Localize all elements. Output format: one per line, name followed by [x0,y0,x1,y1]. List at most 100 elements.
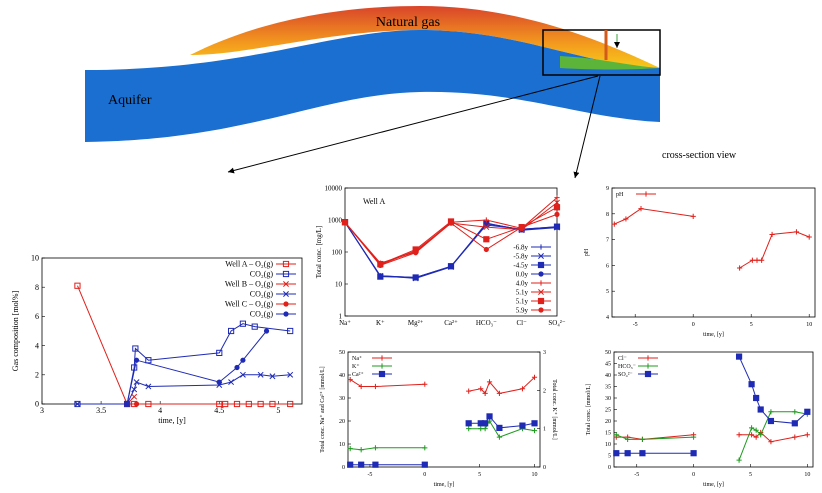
marker [519,422,526,429]
legend-marker [538,280,544,286]
marker [347,461,354,468]
series-line [77,323,291,405]
marker [613,450,620,457]
marker [216,349,223,356]
marker [482,390,488,396]
marker [287,400,294,408]
legend-marker [282,270,290,278]
marker [638,206,644,212]
x-axis-label: time, [y] [434,482,455,488]
x-tick-label: Mg²⁺ [408,319,424,327]
series-line [126,330,267,405]
marker [554,195,560,201]
marker [245,400,252,408]
y-tick-label: 10000 [325,184,343,192]
marker [124,401,130,407]
marker [269,373,276,380]
legend-label: Well A – O₂(g) [225,260,273,269]
y-tick-label: 8 [35,283,39,292]
legend-marker [283,311,289,317]
marker [496,424,503,431]
marker [74,401,81,407]
marker [690,213,696,219]
marker [240,357,246,363]
y-tick-label: 10 [31,254,39,263]
chart: -5 0 5 10 4 5 6 7 8 9 time, [y] pH pH [584,186,816,338]
y-tick-label: 40 [605,373,611,379]
legend-label: 5.9y [516,306,529,314]
x-tick-label: Na⁺ [339,319,351,327]
marker [806,234,812,240]
legend-marker [644,370,652,378]
y2-tick-label: 3 [543,350,546,356]
marker [228,379,235,386]
marker [131,386,138,393]
marker [377,262,383,269]
x-tick-label: HCO₃⁻ [476,319,497,327]
y-tick-label: 30 [605,396,611,402]
legend-marker [538,244,544,250]
marker [466,426,472,432]
chart: -5 0 5 10 0 5 10 15 20 25 30 35 40 45 50 time, [y] Total… [586,350,814,488]
x-tick-label: 3 [40,406,44,415]
marker [554,224,560,230]
legend-label: CO₂(g) [250,270,274,279]
marker [478,426,484,432]
marker [422,381,428,387]
y2-axis-label: Total conc. K⁺ [mmol/L] [551,379,558,439]
marker [519,386,526,392]
marker [133,357,140,363]
marker [613,432,619,438]
marker [748,425,755,431]
chart: 3 3.5 4 4.5 5 0 2 4 6 8 10 time, [y] Gas composition… [11,254,303,425]
marker [736,432,742,438]
marker [465,420,472,427]
marker [448,263,454,270]
marker [639,436,646,442]
marker [482,426,488,432]
legend-label: pH [616,192,624,198]
x-axis-label: time, [y] [703,332,724,338]
x-tick-label: 4 [158,406,162,415]
y-tick-label: 0 [35,400,39,409]
y-tick-label: 50 [339,350,345,356]
marker [287,371,294,378]
series-line [614,208,810,269]
marker [251,323,258,330]
arrow [227,75,599,174]
marker [531,374,538,380]
x-tick-label: 10 [532,472,538,478]
x-tick-label: 0 [692,472,695,478]
legend-marker [538,307,544,313]
x-tick-label: Cl⁻ [517,319,528,327]
marker [216,379,222,385]
marker [413,274,419,281]
marker [227,327,235,335]
legend-label: HCO₃⁻ [618,364,636,370]
y-tick-label: 35 [605,385,611,391]
legend-marker [379,363,385,369]
y-tick-label: 20 [339,419,345,425]
x-tick-label: 10 [804,472,810,478]
y-tick-label: 5 [608,454,611,460]
marker [422,445,428,451]
y-axis-label: Total conc. [mmol/L] [586,384,592,435]
plot-frame [613,351,814,468]
y2-tick-label: 1 [543,427,546,433]
y-tick-label: 25 [605,408,611,414]
y-axis-label: pH [584,248,590,256]
marker [748,432,755,438]
x-tick-label: 0 [423,472,426,478]
y-tick-label: 40 [339,373,345,379]
x-axis-label: time, [y] [703,482,724,488]
x-tick-label: 5 [749,472,752,478]
y2-tick-label: 2 [543,388,546,394]
legend-marker [645,355,651,361]
legend-marker [538,253,544,259]
y-tick-label: 10 [339,442,345,448]
legend-label: Well C – O₂(g) [225,300,273,309]
marker [145,357,152,364]
marker [133,401,140,407]
y-axis-label: Gas composition [mol%] [11,290,20,371]
